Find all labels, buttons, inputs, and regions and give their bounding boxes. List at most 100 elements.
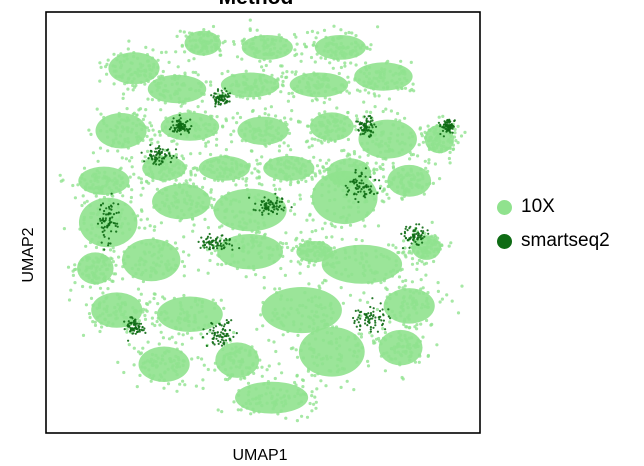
- scatter-point: [364, 68, 369, 72]
- scatter-point: [256, 162, 260, 166]
- scatter-point: [400, 177, 404, 181]
- scatter-point: [310, 230, 314, 234]
- scatter-point: [181, 379, 185, 383]
- scatter-point: [159, 254, 164, 258]
- scatter-point: [212, 126, 216, 131]
- scatter-point: [401, 350, 405, 354]
- scatter-point: [336, 124, 340, 128]
- scatter-point: [321, 281, 325, 285]
- scatter-point: [228, 329, 231, 332]
- scatter-point: [255, 327, 259, 331]
- scatter-point: [117, 111, 121, 115]
- scatter-point: [197, 298, 201, 302]
- cluster-body: [160, 112, 220, 141]
- scatter-point: [153, 269, 157, 273]
- scatter-point: [407, 251, 411, 255]
- scatter-point: [379, 315, 382, 318]
- scatter-point: [121, 144, 125, 148]
- scatter-point: [243, 132, 247, 136]
- scatter-point: [394, 291, 398, 295]
- scatter-point: [240, 128, 244, 132]
- scatter-point: [110, 218, 115, 222]
- scatter-point: [182, 264, 187, 268]
- scatter-point: [95, 212, 100, 217]
- scatter-point: [319, 303, 323, 307]
- scatter-point: [384, 149, 388, 153]
- scatter-point: [209, 188, 213, 192]
- scatter-point: [220, 94, 224, 97]
- scatter-point: [152, 245, 156, 249]
- scatter-point: [138, 263, 142, 267]
- scatter-point: [187, 314, 191, 318]
- scatter-point: [409, 143, 413, 147]
- scatter-point: [253, 195, 257, 199]
- scatter-point: [221, 347, 225, 351]
- scatter-point: [329, 316, 333, 320]
- scatter-point: [276, 196, 279, 199]
- scatter-point: [339, 161, 343, 165]
- scatter-point: [256, 198, 261, 202]
- scatter-point: [174, 341, 178, 345]
- scatter-point: [365, 186, 368, 189]
- scatter-point: [228, 243, 231, 246]
- scatter-point: [176, 215, 180, 219]
- scatter-point: [295, 244, 299, 249]
- scatter-point: [367, 185, 370, 188]
- scatter-point: [372, 197, 377, 201]
- scatter-point: [301, 162, 305, 166]
- scatter-point: [311, 318, 315, 322]
- cluster-10x: [216, 371, 328, 423]
- scatter-point: [327, 158, 331, 162]
- scatter-point: [381, 167, 385, 171]
- scatter-point: [205, 160, 210, 164]
- scatter-point: [171, 134, 175, 138]
- scatter-point: [252, 208, 255, 211]
- scatter-point: [270, 318, 274, 322]
- scatter-point: [106, 149, 110, 153]
- scatter-point: [240, 240, 244, 244]
- scatter-point: [117, 114, 122, 118]
- scatter-point: [241, 237, 245, 241]
- cluster-10x: [362, 277, 464, 337]
- scatter-point: [389, 270, 393, 274]
- scatter-point: [118, 295, 122, 299]
- scatter-point: [148, 121, 152, 125]
- scatter-point: [179, 104, 183, 108]
- scatter-point: [298, 193, 302, 197]
- scatter-point: [194, 204, 199, 209]
- scatter-point: [236, 350, 240, 354]
- scatter-point: [376, 224, 381, 228]
- scatter-point: [440, 147, 444, 151]
- scatter-point: [310, 296, 314, 300]
- scatter-point: [136, 322, 139, 325]
- scatter-point: [433, 254, 437, 258]
- scatter-point: [369, 326, 372, 329]
- scatter-point: [396, 251, 400, 255]
- scatter-point: [371, 126, 374, 129]
- scatter-point: [296, 388, 300, 392]
- scatter-point: [342, 51, 346, 55]
- scatter-point: [169, 267, 173, 271]
- scatter-point: [129, 330, 132, 333]
- scatter-point: [359, 335, 363, 339]
- scatter-point: [261, 211, 264, 214]
- scatter-point: [403, 288, 407, 292]
- scatter-point: [115, 293, 120, 297]
- scatter-point: [174, 206, 179, 210]
- scatter-point: [296, 391, 300, 396]
- scatter-point: [218, 98, 221, 101]
- scatter-point: [136, 118, 140, 122]
- scatter-point: [209, 39, 213, 43]
- scatter-point: [407, 181, 411, 185]
- scatter-point: [188, 110, 192, 114]
- scatter-point: [390, 79, 394, 83]
- scatter-point: [362, 273, 367, 278]
- scatter-point: [295, 84, 299, 88]
- x-axis-label: UMAP1: [232, 447, 287, 464]
- scatter-point: [411, 82, 415, 86]
- scatter-point: [239, 164, 244, 168]
- scatter-point: [155, 156, 158, 159]
- scatter-point: [385, 81, 390, 85]
- scatter-point: [256, 94, 260, 98]
- scatter-point: [195, 303, 199, 307]
